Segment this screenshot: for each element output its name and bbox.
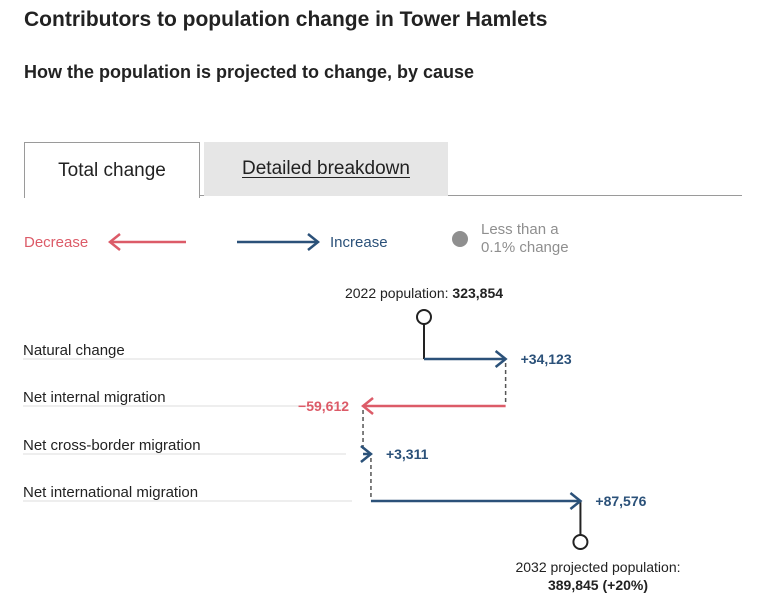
start-population-label: 2022 population: 323,854 [345, 285, 503, 301]
step-value-label: +3,311 [386, 446, 429, 462]
legend-increase-label: Increase [330, 234, 388, 251]
end-population-marker [572, 534, 589, 550]
step-value-label: +34,123 [521, 351, 572, 367]
tab-total-change[interactable]: Total change [24, 142, 200, 198]
chart-subtitle: How the population is projected to chang… [24, 62, 475, 82]
legend-decrease-arrow-icon [107, 233, 186, 251]
step-arrows [360, 350, 583, 510]
legend-small-change-dot-icon [452, 231, 468, 247]
step-value-labels: +34,123 −59,612 +3,311 +87,576 [298, 351, 647, 509]
step-arrowhead [360, 445, 373, 463]
row-label-net-international-migration: Net international migration [23, 484, 198, 501]
start-population-marker [416, 309, 432, 325]
tab-detailed-breakdown[interactable]: Detailed breakdown [204, 142, 448, 196]
step-value-label: −59,612 [298, 398, 349, 414]
row-label-natural-change: Natural change [23, 342, 125, 359]
end-population-value: 389,845 (+20%) [548, 577, 648, 593]
step-value-label: +87,576 [595, 493, 646, 509]
end-population-label: 2032 projected population: [515, 559, 680, 575]
row-label-net-internal-migration: Net internal migration [23, 389, 166, 406]
chart-title: Contributors to population change in Tow… [24, 8, 548, 31]
legend-increase-arrow-icon [237, 233, 321, 251]
legend-small-change-label-line1: Less than a [481, 221, 559, 238]
step-arrowhead [494, 350, 508, 368]
row-lines [23, 358, 460, 502]
step-arrowhead [361, 397, 374, 415]
legend: Decrease Increase Less than a 0.1% chang… [24, 221, 569, 256]
connectors [362, 309, 589, 550]
tab-baseline [200, 195, 742, 196]
legend-small-change-label-line2: 0.1% change [481, 239, 569, 256]
chart-tabs: Total change Detailed breakdown [24, 142, 742, 198]
legend-decrease-label: Decrease [24, 234, 88, 251]
row-label-net-cross-border-migration: Net cross-border migration [23, 437, 201, 454]
step-arrowhead [569, 492, 583, 510]
